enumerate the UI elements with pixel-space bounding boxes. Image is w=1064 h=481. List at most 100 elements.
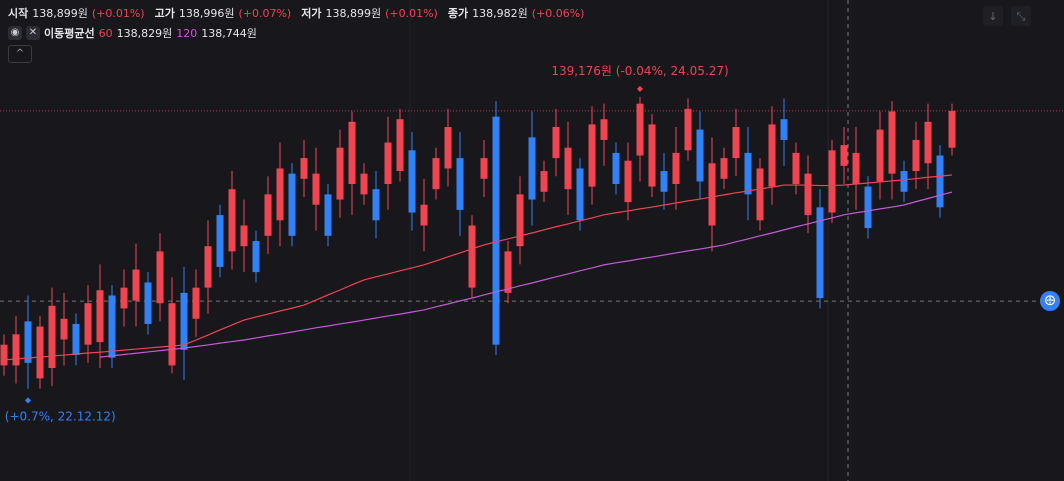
candle-body (0, 344, 8, 366)
header-change: (+0.01%) (385, 6, 438, 20)
ma-value: 138,829원 (116, 27, 173, 40)
expand-button[interactable] (1011, 6, 1031, 26)
candle-body (528, 137, 536, 200)
candle-body (756, 168, 764, 221)
moving-average-line (3, 174, 953, 361)
price-header: 시작 138,899원 (+0.01%) 고가 138,996원 (+0.07%) 저가 13… (8, 5, 590, 21)
candle-body (192, 287, 200, 319)
candle-body (72, 323, 80, 356)
candle-body (936, 155, 944, 208)
candle-body (408, 150, 416, 213)
candle-body (468, 225, 476, 288)
candle-body (624, 160, 632, 203)
expand-icon: ⤡ (1017, 10, 1026, 23)
low-marker: ◆ (25, 396, 32, 405)
candle-body (36, 326, 44, 379)
candle-body (336, 147, 344, 200)
ma-label: 이동평균선 (44, 27, 95, 40)
header-change: (+0.06%) (531, 6, 585, 20)
candle-body (204, 246, 212, 288)
candle-body (576, 168, 584, 221)
candle-body (852, 152, 860, 185)
candle-body (276, 168, 284, 221)
candle-body (744, 152, 752, 195)
candle-body (912, 139, 920, 172)
candle-body (108, 295, 116, 358)
candle-body (180, 292, 188, 350)
candle-body (168, 303, 176, 366)
candle-body (828, 150, 836, 213)
candle-body (672, 152, 680, 185)
candle-body (780, 119, 788, 140)
candle-body (60, 318, 68, 340)
remove-button[interactable]: ✕ (26, 26, 40, 40)
header-value: 138,899원 (32, 7, 88, 20)
candle-body (492, 116, 500, 345)
candle-body (516, 194, 524, 247)
ma-period: 60 (98, 26, 113, 40)
candle-body (360, 173, 368, 195)
candle-body (240, 225, 248, 247)
candle-body (816, 207, 824, 299)
candle-body (432, 158, 440, 190)
candle-body (216, 215, 224, 267)
candle-body (348, 121, 356, 185)
candle-body (768, 124, 776, 187)
candle-body (504, 251, 512, 293)
moving-average-line (99, 191, 953, 358)
candle-body (156, 251, 164, 304)
header-change: (+0.01%) (91, 6, 145, 20)
candle-body (540, 171, 548, 192)
low-annotation: 138,084원 (+0.7%, 22.12.12) (0, 410, 116, 424)
ma-value: 138,744원 (201, 27, 257, 40)
candle-body (144, 282, 152, 324)
header-label: 종가 (447, 7, 469, 20)
ma-period: 120 (176, 26, 198, 40)
candle-body (96, 290, 104, 343)
candle-body (888, 111, 896, 174)
candle-body (420, 204, 428, 226)
candle-body (792, 152, 800, 185)
candle-body (696, 129, 704, 182)
candle-body (684, 108, 692, 151)
candle-body (636, 103, 644, 156)
candle-body (660, 171, 668, 192)
candle-body (456, 158, 464, 210)
candle-body (732, 126, 740, 159)
candle-body (600, 119, 608, 140)
header-label: 고가 (154, 7, 175, 20)
candle-body (612, 152, 620, 185)
header-label: 시작 (8, 7, 29, 20)
candle-body (324, 194, 332, 236)
candle-body (288, 173, 296, 236)
add-icon: ⊕ (1044, 291, 1057, 309)
candle-body (264, 194, 272, 236)
candle-body (720, 158, 728, 179)
candle-body (948, 110, 956, 148)
candle-body (24, 321, 32, 363)
candle-body (648, 124, 656, 187)
high-marker: ◆ (637, 84, 644, 93)
candle-body (552, 126, 560, 159)
candle-body (48, 305, 56, 369)
down-button[interactable] (983, 6, 1003, 26)
candle-body (312, 173, 320, 205)
visibility-toggle[interactable]: ◉ (8, 26, 22, 40)
candle-body (384, 142, 392, 185)
header-label: 저가 (301, 7, 322, 20)
candle-body (900, 171, 908, 192)
candle-body (120, 287, 128, 309)
candle-body (84, 303, 92, 345)
high-annotation: 139,176원 (-0.04%, 24.05.27) (551, 64, 728, 78)
candle-body (588, 124, 596, 187)
candle-body (228, 189, 236, 252)
candle-body (864, 186, 872, 229)
collapse-button[interactable]: ^ (8, 45, 32, 63)
down-icon: ↓ (988, 10, 997, 23)
candle-body (924, 121, 932, 164)
candle-body (708, 163, 716, 226)
candle-body (876, 129, 884, 182)
candle-body (564, 147, 572, 190)
